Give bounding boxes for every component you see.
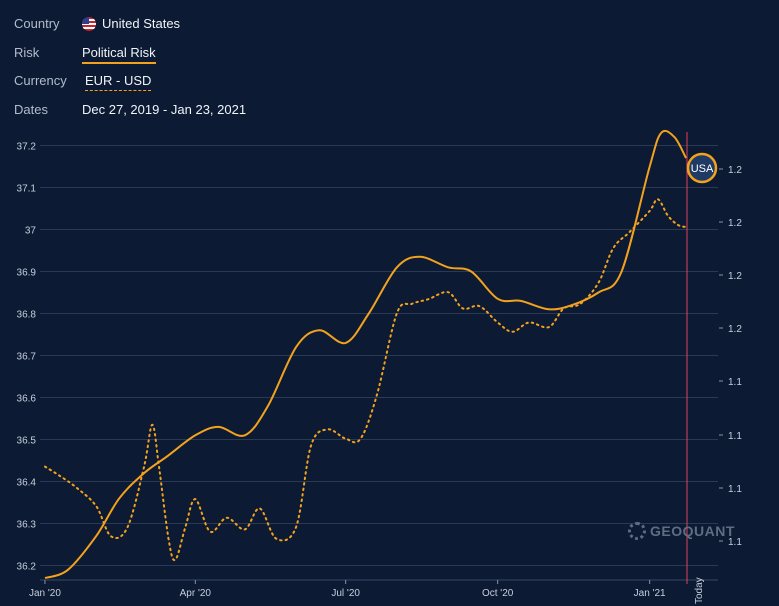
y-right-tick-label: 1.1 bbox=[728, 484, 742, 495]
date-range-selector[interactable]: Dec 27, 2019 - Jan 23, 2021 bbox=[82, 102, 246, 117]
grid-layer bbox=[40, 145, 718, 566]
usa-marker-label: USA bbox=[691, 163, 714, 175]
x-tick-label: Apr '20 bbox=[180, 588, 212, 599]
series-layer bbox=[44, 129, 688, 584]
x-axis: Jan '20 Apr '20 Jul '20 Oct '20 Jan '21 Today bbox=[29, 577, 718, 604]
risk-selector[interactable]: Political Risk bbox=[82, 45, 156, 64]
y-right-tick-label: 1.1 bbox=[728, 377, 742, 388]
dates-row: Dates Dec 27, 2019 - Jan 23, 2021 bbox=[14, 100, 414, 129]
watermark-text: GEOQUANT bbox=[650, 523, 735, 539]
today-label: Today bbox=[694, 577, 705, 604]
y-left-tick-label: 36.3 bbox=[17, 520, 37, 531]
dates-label: Dates bbox=[14, 102, 48, 118]
currency-selector[interactable]: EUR - USD bbox=[82, 73, 152, 92]
y-left-tick-label: 37.2 bbox=[17, 142, 37, 153]
country-value: United States bbox=[102, 16, 181, 31]
y-left-tick-label: 37 bbox=[25, 226, 37, 237]
marker-layer[interactable]: USA bbox=[686, 152, 718, 184]
y-right-tick-label: 1.1 bbox=[728, 431, 742, 442]
y-left-tick-label: 36.8 bbox=[17, 310, 37, 321]
y-right-tick-label: 1.2 bbox=[728, 218, 742, 229]
risk-label: Risk bbox=[14, 44, 40, 60]
currency-label: Currency bbox=[14, 73, 67, 89]
political-risk-series-line bbox=[44, 129, 687, 580]
us-flag-icon bbox=[82, 16, 96, 31]
y-left-tick-label: 36.9 bbox=[17, 268, 37, 279]
y-right-tick-label: 1.1 bbox=[728, 537, 742, 548]
y-left-tick-label: 36.5 bbox=[17, 436, 37, 447]
y-left-tick-label: 36.7 bbox=[17, 352, 37, 363]
geoquant-logo-icon bbox=[628, 522, 646, 540]
risk-row: Risk Political Risk bbox=[14, 43, 414, 72]
y-left-tick-label: 36.4 bbox=[17, 478, 37, 489]
right-axis: 1.1 1.1 1.1 1.1 1.2 1.2 1.2 1.2 bbox=[719, 165, 742, 548]
dates-value: Dec 27, 2019 - Jan 23, 2021 bbox=[82, 102, 247, 118]
currency-row: Currency EUR - USD bbox=[14, 71, 414, 100]
country-selector[interactable]: United States bbox=[82, 16, 180, 31]
x-tick-label: Jan '21 bbox=[634, 588, 666, 599]
currency-series-line bbox=[44, 198, 687, 562]
x-tick-label: Jan '20 bbox=[29, 588, 61, 599]
left-axis: 36.2 36.3 36.4 36.5 36.6 36.7 36.8 36.9 37 37.1 37… bbox=[17, 142, 37, 573]
x-tick-label: Oct '20 bbox=[482, 588, 514, 599]
filter-panel: Country United States Risk Political Ris… bbox=[14, 14, 414, 129]
y-right-tick-label: 1.2 bbox=[728, 165, 742, 176]
geoquant-logo: GEOQUANT bbox=[628, 522, 735, 540]
y-right-tick-label: 1.2 bbox=[728, 271, 742, 282]
country-label: Country bbox=[14, 16, 60, 31]
y-left-tick-label: 37.1 bbox=[17, 184, 37, 195]
country-row: Country United States bbox=[14, 14, 414, 43]
risk-value: Political Risk bbox=[82, 45, 156, 64]
x-tick-label: Jul '20 bbox=[331, 588, 360, 599]
y-left-tick-label: 36.2 bbox=[17, 562, 37, 573]
currency-value: EUR - USD bbox=[85, 73, 152, 92]
y-left-tick-label: 36.6 bbox=[17, 394, 37, 405]
usa-marker[interactable] bbox=[686, 152, 718, 184]
y-right-tick-label: 1.2 bbox=[728, 324, 742, 335]
